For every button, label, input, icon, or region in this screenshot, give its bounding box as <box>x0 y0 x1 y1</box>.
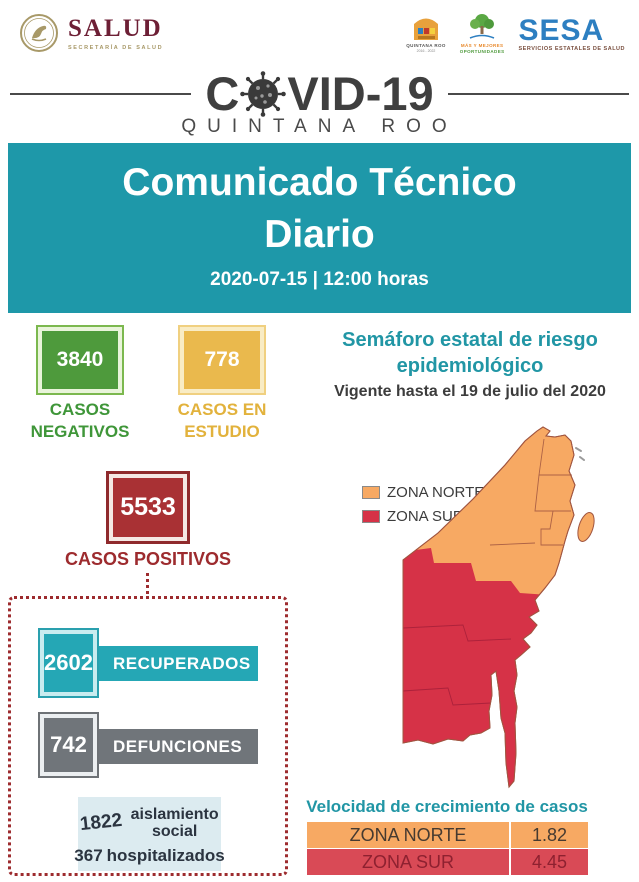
cases-under-study-label: CASOS EN ESTUDIO <box>177 400 267 441</box>
zona-norte-legend-label: ZONA NORTE <box>387 484 485 501</box>
deaths-box: 742 <box>38 712 99 778</box>
growth-rate-title: Velocidad de crecimiento de casos <box>306 797 588 816</box>
negative-cases-box: 3840 <box>36 325 124 395</box>
quintana-roo-arch-icon <box>414 18 439 40</box>
title-rule-right <box>447 92 630 95</box>
quintana-roo-logo-text: QUINTANA ROO <box>406 43 446 48</box>
covid-title-row: C <box>0 70 639 117</box>
positive-cases-value: 5533 <box>120 493 176 521</box>
quintana-roo-subtitle: QUINTANA ROO <box>181 116 458 137</box>
cases-under-study-box: 778 <box>178 325 266 395</box>
recovered-ribbon: RECUPERADOS <box>97 646 258 681</box>
title-rule-left <box>10 92 192 95</box>
cozumel-island <box>577 512 595 542</box>
isolation-label: aislamiento social <box>130 806 219 840</box>
salud-logo: SALUD SECRETARÍA DE SALUD <box>18 12 163 54</box>
zona-sur-swatch-icon <box>362 510 380 523</box>
positive-cases-box: 5533 <box>106 471 190 544</box>
state-outline <box>402 426 576 789</box>
hospitalized-value: 367 <box>74 846 103 865</box>
zona-norte-swatch-icon <box>362 486 380 499</box>
legend-row-north: ZONA NORTE <box>362 484 484 501</box>
covid-19-title: C <box>205 70 433 117</box>
covid-title-pre: C <box>205 67 240 120</box>
growth-value-north: 1.82 <box>511 822 588 848</box>
recovered-value: 2602 <box>44 650 93 675</box>
positive-cases-label: CASOS POSITIVOS <box>64 549 232 569</box>
municipal-borders-south <box>403 624 512 706</box>
tree-icon <box>469 14 495 39</box>
growth-zone-south: ZONA SUR <box>307 849 511 875</box>
quintana-roo-logo: QUINTANA ROO 2016 - 2022 <box>406 12 446 53</box>
banner-title-line1: Comunicado Técnico <box>122 161 517 204</box>
salud-subtitle: SECRETARÍA DE SALUD <box>68 45 164 51</box>
oportunidades-text-1: MÁS Y MEJORES <box>460 43 504 48</box>
negative-cases-value: 3840 <box>56 348 104 371</box>
semaforo-validity: Vigente hasta el 19 de julio del 2020 <box>334 383 606 400</box>
hospitalized-label: hospitalizados <box>106 846 225 865</box>
virus-icon <box>240 70 287 117</box>
quintana-roo-risk-map <box>402 426 595 789</box>
growth-row-south: ZONA SUR 4.45 <box>307 849 588 875</box>
zona-sur-region <box>403 548 575 787</box>
sesa-logo: SESA SERVICIOS ESTATALES DE SALUD <box>518 14 626 53</box>
banner-datetime: 2020-07-15 | 12:00 horas <box>210 269 429 290</box>
legend-row-south: ZONA SUR <box>362 508 484 525</box>
salud-wordmark: SALUD <box>68 15 163 42</box>
growth-zone-north: ZONA NORTE <box>307 822 511 848</box>
oportunidades-logo: MÁS Y MEJORES OPORTUNIDADES <box>460 12 505 54</box>
growth-rate-table: ZONA NORTE 1.82 ZONA SUR 4.45 <box>307 822 588 876</box>
growth-row-north: ZONA NORTE 1.82 <box>307 822 588 848</box>
sesa-subtitle: SERVICIOS ESTATALES DE SALUD <box>518 46 625 52</box>
dotted-connector <box>146 573 149 594</box>
zone-legend: ZONA NORTE ZONA SUR <box>362 484 484 532</box>
isolation-value: 1822 <box>79 809 124 836</box>
isolation-hospitalized-box: 1822 aislamiento social 367 hospitalizad… <box>74 797 225 871</box>
covid-title-post: VID-19 <box>287 67 434 120</box>
zona-sur-legend-label: ZONA SUR <box>387 508 464 525</box>
communique-banner: Comunicado Técnico Diario 2020-07-15 | 1… <box>8 143 631 313</box>
recovered-box: 2602 <box>38 628 99 698</box>
banner-title-line2: Diario <box>264 213 375 256</box>
semaforo-title: Semáforo estatal de riesgo epidemiológic… <box>342 329 598 377</box>
salud-eagle-emblem-icon <box>20 14 58 52</box>
positives-breakdown-box <box>8 596 288 876</box>
deaths-ribbon: DEFUNCIONES <box>97 729 258 764</box>
negative-cases-label: CASOS NEGATIVOS <box>30 400 130 441</box>
municipal-borders-north <box>489 438 572 546</box>
deaths-value: 742 <box>50 732 87 757</box>
cases-under-study-value: 778 <box>204 348 240 371</box>
growth-value-south: 4.45 <box>511 849 588 875</box>
small-islands <box>575 447 585 461</box>
sesa-wordmark: SESA <box>518 14 605 47</box>
header-right-logos: QUINTANA ROO 2016 - 2022 MÁS Y MEJORES O… <box>406 12 625 54</box>
oportunidades-text-2: OPORTUNIDADES <box>459 49 505 54</box>
quintana-roo-logo-years: 2016 - 2022 <box>416 49 436 53</box>
